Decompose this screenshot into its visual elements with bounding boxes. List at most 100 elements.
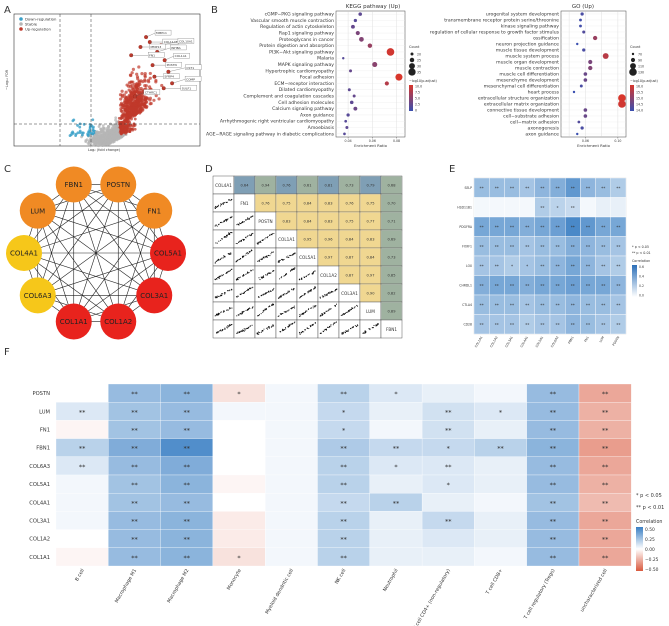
pairs-scatter-point	[246, 327, 248, 329]
pairs-scatter-point	[273, 270, 275, 272]
pairs-scatter-point	[249, 250, 251, 253]
volcano-point-up	[135, 72, 139, 76]
volcano-point-ns	[102, 141, 106, 145]
pairs-scatter-point	[218, 240, 220, 242]
go-color-legend-label: 15.5	[636, 91, 643, 95]
pairs-scatter-point	[265, 274, 267, 276]
pairs-scatter-point	[312, 272, 314, 274]
heatmap-f-star: **	[602, 427, 609, 435]
pairs-scatter-point	[289, 254, 291, 257]
pairs-scatter-point	[279, 331, 281, 333]
pairs-scatter-point	[265, 292, 267, 295]
heatmap-f-cell	[369, 547, 423, 567]
pairs-scatter-point	[216, 206, 218, 208]
pairs-scatter-point	[307, 274, 309, 276]
pairs-scatter-point	[350, 328, 352, 330]
heatmap-e-col-label: LUM	[598, 335, 605, 343]
pairs-corr-value: 0.94	[261, 184, 270, 188]
kegg-dot	[372, 62, 378, 68]
pairs-scatter-point	[243, 221, 245, 223]
pairs-scatter-point	[324, 295, 326, 297]
pairs-scatter-point	[342, 333, 344, 335]
heatmap-e-star: **	[616, 186, 620, 191]
volcano-point-up	[119, 124, 122, 128]
pairs-scatter-point	[305, 275, 307, 277]
heatmap-e-star: **	[571, 225, 575, 230]
pairs-scatter-point	[259, 258, 261, 260]
pairs-scatter-point	[241, 312, 243, 314]
pairs-scatter-point	[292, 322, 294, 324]
pairs-corr-cell	[381, 230, 402, 248]
pairs-scatter-point	[289, 323, 291, 325]
volcano-point-up	[131, 128, 135, 132]
pairs-scatter-point	[364, 330, 366, 332]
pairs-scatter-point	[319, 315, 321, 317]
pairs-scatter-point	[231, 307, 233, 309]
go-term-label: extracellular structure organization	[478, 95, 559, 101]
heatmap-e-star: **	[616, 303, 620, 308]
volcano-points	[68, 35, 175, 148]
pairs-scatter-point	[239, 222, 241, 224]
pairs-scatter-point	[214, 279, 216, 281]
pairs-scatter-point	[258, 296, 260, 298]
pairs-scatter-point	[327, 326, 329, 328]
pairs-corr-value: 0.90	[366, 292, 375, 296]
heatmap-e-star: **	[616, 225, 620, 230]
pairs-scatter-point	[247, 327, 250, 329]
pairs-scatter-point	[328, 309, 330, 311]
heatmap-e-col-label: COL4A1	[519, 335, 529, 348]
pairs-corr-value: 0.87	[345, 274, 353, 278]
network-node-label: COL3A1	[140, 292, 168, 300]
go-dot	[618, 94, 626, 102]
volcano-point-ns	[101, 137, 105, 141]
go-term-label: muscle contraction	[515, 65, 559, 71]
kegg-size-legend-dot	[409, 57, 415, 63]
pairs-cell-frame	[233, 229, 256, 249]
volcano-point-up	[120, 103, 124, 107]
heatmap-f-cell	[265, 420, 318, 439]
pairs-scatter-point	[313, 271, 315, 273]
pairs-scatter-point	[301, 278, 303, 280]
pairs-scatter-point	[285, 310, 287, 312]
pairs-scatter-point	[288, 325, 290, 327]
pairs-corr-value: 0.89	[387, 310, 396, 314]
volcano-label-leader	[164, 56, 174, 61]
pairs-scatter-point	[229, 233, 231, 235]
volcano-label-box	[184, 76, 202, 82]
pairs-scatter-point	[228, 233, 230, 235]
volcano-point-up	[122, 93, 126, 97]
pairs-scatter-point	[241, 222, 243, 224]
kegg-xtick-label: 0.06	[369, 139, 376, 143]
heatmap-e-star: **	[540, 244, 544, 249]
go-dot	[577, 120, 581, 124]
heatmap-f-star: **	[602, 463, 609, 471]
kegg-term-label: Rap1 signaling pathway	[279, 30, 334, 36]
kegg-term-label: Calcium signaling pathway	[272, 106, 334, 112]
pairs-scatter-point	[258, 242, 260, 244]
pairs-scatter-point	[219, 275, 221, 277]
volcano-gene-label: MMP13	[150, 45, 161, 49]
pairs-scatter-point	[262, 275, 265, 277]
pairs-scatter-point	[280, 313, 282, 315]
pairs-corr-value: 0.76	[282, 184, 291, 188]
kegg-dot	[351, 24, 355, 29]
volcano-point-up	[123, 98, 127, 102]
network-node-label: LUM	[30, 207, 45, 215]
pairs-scatter-point	[230, 216, 232, 218]
heatmap-f-legend-title: Correlation	[636, 519, 662, 525]
heatmap-f-cell	[474, 547, 527, 567]
heatmap-f-star: **	[445, 518, 452, 526]
pairs-scatter-point	[326, 310, 328, 312]
pairs-scatter-point	[266, 328, 269, 330]
go-dot	[602, 53, 609, 59]
heatmap-e-star: **	[601, 283, 605, 288]
pairs-scatter-point	[217, 258, 219, 260]
pairs-corr-value: 0.82	[387, 292, 395, 296]
pairs-scatter-point	[268, 290, 270, 292]
heatmap-e-cell	[595, 197, 611, 218]
kegg-term-label: Dilated cardiomyopathy	[279, 87, 335, 93]
pairs-scatter-point	[299, 316, 301, 318]
pairs-scatter-point	[245, 309, 247, 312]
heatmap-e-row-label: LOX	[466, 264, 473, 268]
volcano-label-box	[173, 53, 190, 59]
